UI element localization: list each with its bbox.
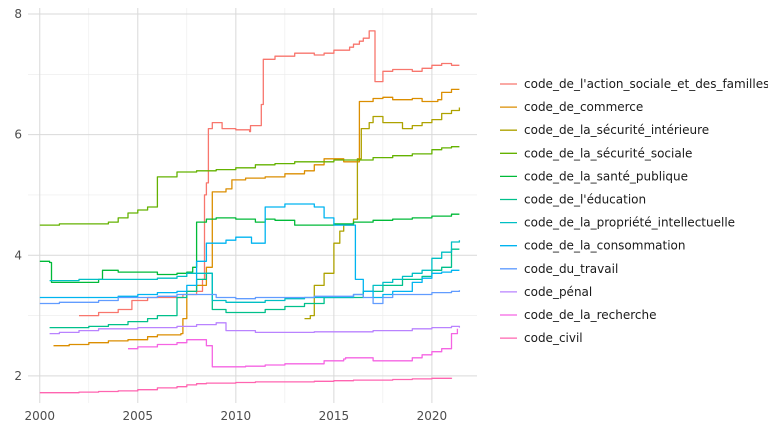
legend-item: code_civil: [500, 331, 583, 345]
y-axis-tick-labels: 2 4 6 8: [14, 7, 22, 383]
legend-label: code_de_la_consommation: [524, 239, 685, 253]
y-tick-label: 4: [14, 248, 22, 262]
legend-label: code_pénal: [524, 285, 592, 299]
legend-label: code_du_travail: [524, 262, 618, 276]
gridlines: [28, 8, 477, 403]
series-line-9: [39, 290, 461, 305]
series-line-2: [53, 88, 460, 347]
series-line-3: [304, 107, 461, 320]
legend-item: code_de_la_sécurité_intérieure: [500, 123, 709, 137]
legend-label: code_de_la_santé_publique: [524, 169, 688, 183]
series-line-7: [49, 240, 461, 303]
series-line-1: [79, 30, 460, 317]
x-tick-label: 2015: [319, 409, 350, 423]
series-line-10: [49, 322, 461, 335]
series-line-6: [49, 248, 460, 329]
legend-item: code_de_la_propriété_intellectuelle: [500, 216, 735, 230]
legend-item: code_de_l'éducation: [500, 193, 646, 207]
y-tick-label: 6: [14, 128, 22, 142]
legend-label: code_de_l'action_sociale_et_des_familles: [524, 77, 768, 91]
legend-item: code_de_la_santé_publique: [500, 169, 688, 183]
legend-label: code_civil: [524, 331, 583, 345]
legend-label: code_de_l'éducation: [524, 193, 646, 207]
legend-item: code_pénal: [500, 285, 592, 299]
x-tick-label: 2010: [221, 409, 252, 423]
legend-label: code_de_la_sécurité_intérieure: [524, 123, 709, 137]
x-tick-label: 2005: [123, 409, 154, 423]
legend-item: code_de_l'action_sociale_et_des_familles: [500, 77, 768, 91]
legend-label: code_de_la_sécurité_sociale: [524, 146, 692, 160]
legend-item: code_de_la_sécurité_sociale: [500, 146, 692, 160]
x-tick-label: 2000: [24, 409, 55, 423]
series-line-8: [39, 203, 460, 299]
legend-label: code_de_la_propriété_intellectuelle: [524, 216, 735, 230]
y-tick-label: 2: [14, 369, 22, 383]
legend-label: code_de_la_recherche: [524, 308, 657, 322]
series-line-12: [39, 377, 453, 394]
legend: code_de_l'action_sociale_et_des_familles…: [500, 77, 768, 345]
legend-item: code_de_commerce: [500, 100, 643, 114]
x-tick-label: 2020: [417, 409, 448, 423]
series-lines: [39, 30, 461, 394]
legend-label: code_de_commerce: [524, 100, 643, 114]
legend-item: code_du_travail: [500, 262, 618, 276]
x-axis-tick-labels: 2000 2005 2010 2015 2020: [24, 409, 447, 423]
series-line-11: [128, 328, 459, 368]
series-line-4: [39, 146, 460, 226]
legend-item: code_de_la_recherche: [500, 308, 657, 322]
y-tick-label: 8: [14, 7, 22, 21]
legend-item: code_de_la_consommation: [500, 239, 685, 253]
